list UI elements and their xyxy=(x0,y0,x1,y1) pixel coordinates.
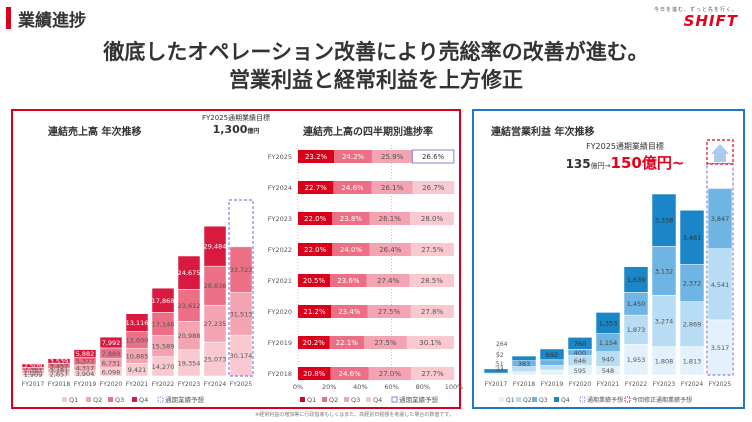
headline-line-1: 徹底したオペレーション改善により売総率の改善が進む。 xyxy=(103,40,649,64)
op-target-note: FY2025通期業績目標 135億円→150億円~ xyxy=(565,141,685,173)
footnote: ※経常利益の増加等に行政指導もしくはまた、高経別日税額を考慮した場合の数値です。 xyxy=(255,412,454,418)
sales-panel xyxy=(11,109,461,409)
sales-target-note: FY2025通期業績目標 1,300億円 xyxy=(186,113,286,136)
op-chart-title: 連結営業利益 年次推移 xyxy=(491,127,595,138)
headline: 徹底したオペレーション改善により売総率の改善が進む。 営業利益と経常利益を上方修… xyxy=(0,38,752,94)
op-target-from-unit: 億円→ xyxy=(590,162,611,170)
op-target-label: FY2025通期業績目標 xyxy=(586,142,664,151)
shift-logo: 今日を進む、ずっと先を行く。 SHIFT xyxy=(654,6,738,29)
logo-tagline: 今日を進む、ずっと先を行く。 xyxy=(653,7,738,13)
sales-target-value: 1,300 xyxy=(212,123,248,136)
headline-line-2: 営業利益と経常利益を上方修正 xyxy=(229,68,523,92)
section-title: 業績進捗 xyxy=(18,11,86,31)
progress-chart-title: 連結売上高の四半期別進捗率 xyxy=(303,127,433,138)
sales-target-unit: 億円 xyxy=(247,128,260,135)
op-target-to-value: 150億円~ xyxy=(610,154,685,172)
sales-chart-title: 連結売上高 年次推移 xyxy=(48,127,142,138)
op-target-from-value: 135 xyxy=(565,157,591,171)
logo-name: SHIFT xyxy=(683,12,738,30)
sales-target-label: FY2025通期業績目標 xyxy=(201,114,271,122)
operating-income-panel xyxy=(472,109,745,409)
header-accent-bar xyxy=(6,7,11,29)
